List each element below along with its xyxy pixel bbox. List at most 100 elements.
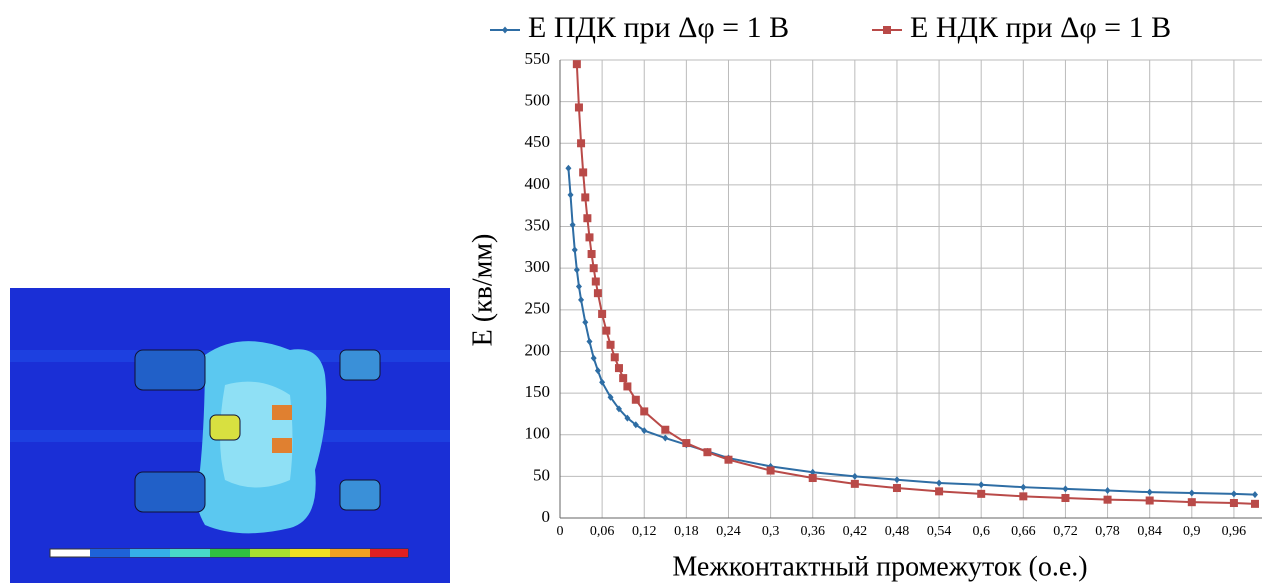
x-tick-label: 0,6	[972, 524, 990, 539]
x-tick-label: 0,42	[843, 524, 868, 539]
data-point	[570, 221, 576, 228]
data-point	[602, 327, 610, 335]
data-point	[1104, 496, 1112, 504]
y-tick-label: 400	[525, 174, 551, 193]
data-point	[1189, 490, 1195, 497]
figure: E (кв/мм) Межконтактный промежуток (о.е.…	[0, 0, 1282, 586]
data-point	[591, 355, 597, 362]
page: {"chart_data": {"type": "line", "xlabel"…	[0, 0, 1282, 586]
legend-marker	[883, 26, 891, 34]
x-tick-label: 0,78	[1095, 524, 1120, 539]
data-point	[615, 364, 623, 372]
data-point	[579, 168, 587, 176]
data-point	[936, 480, 942, 487]
data-point	[598, 310, 606, 318]
data-point	[852, 473, 858, 480]
x-tick-label: 0,72	[1053, 524, 1078, 539]
y-tick-label: 550	[525, 49, 551, 68]
data-point	[640, 407, 648, 415]
data-point	[703, 448, 711, 456]
x-tick-label: 0	[557, 524, 564, 539]
y-tick-label: 150	[525, 382, 551, 401]
x-tick-label: 0,84	[1137, 524, 1162, 539]
y-tick-label: 350	[525, 215, 551, 234]
series-line	[577, 64, 1255, 504]
data-point	[581, 193, 589, 201]
data-point	[724, 456, 732, 464]
data-point	[1019, 492, 1027, 500]
series-line	[568, 168, 1255, 494]
data-point	[1020, 484, 1026, 491]
x-tick-label: 0,36	[800, 524, 825, 539]
data-point	[894, 476, 900, 483]
y-tick-label: 50	[533, 465, 550, 484]
data-point	[568, 191, 574, 198]
x-tick-label: 0,54	[927, 524, 952, 539]
data-point	[590, 264, 598, 272]
y-tick-label: 0	[542, 507, 551, 526]
y-axis-label: E (кв/мм)	[467, 234, 498, 347]
x-tick-label: 0,18	[674, 524, 699, 539]
data-point	[578, 296, 584, 303]
data-point	[632, 396, 640, 404]
y-tick-label: 450	[525, 132, 551, 151]
data-point	[661, 426, 669, 434]
data-point	[585, 233, 593, 241]
data-point	[1146, 497, 1154, 505]
data-point	[1061, 494, 1069, 502]
x-tick-label: 0,9	[1183, 524, 1201, 539]
data-point	[588, 250, 596, 258]
y-tick-label: 500	[525, 91, 551, 110]
x-axis-label: Межконтактный промежуток (о.е.)	[672, 551, 1087, 582]
legend-label: E ПДК при Δφ = 1 В	[528, 11, 789, 44]
x-tick-label: 0,06	[590, 524, 615, 539]
y-tick-label: 100	[525, 424, 551, 443]
data-point	[565, 165, 571, 172]
data-point	[582, 319, 588, 326]
data-point	[575, 103, 583, 111]
legend-label: E НДК при Δφ = 1 В	[910, 11, 1171, 44]
data-point	[611, 353, 619, 361]
data-point	[577, 139, 585, 147]
data-point	[573, 60, 581, 68]
data-point	[978, 481, 984, 488]
simulation-image	[10, 288, 450, 583]
data-point	[619, 374, 627, 382]
x-tick-label: 0,12	[632, 524, 657, 539]
data-point	[851, 480, 859, 488]
data-point	[977, 490, 985, 498]
y-tick-label: 250	[525, 299, 551, 318]
data-point	[662, 435, 668, 442]
y-tick-label: 200	[525, 340, 551, 359]
data-point	[1230, 499, 1238, 507]
data-point	[607, 341, 615, 349]
data-point	[594, 289, 602, 297]
data-point	[572, 246, 578, 253]
x-tick-label: 0,66	[1011, 524, 1036, 539]
data-point	[586, 338, 592, 345]
data-point	[1231, 490, 1237, 497]
data-point	[1252, 491, 1258, 498]
data-point	[574, 266, 580, 273]
data-point	[767, 467, 775, 475]
x-tick-label: 0,24	[716, 524, 741, 539]
data-point	[935, 487, 943, 495]
data-point	[1062, 485, 1068, 492]
data-point	[893, 484, 901, 492]
legend-marker	[502, 27, 508, 34]
data-point	[595, 367, 601, 374]
x-tick-label: 0,3	[762, 524, 780, 539]
data-point	[576, 283, 582, 290]
data-point	[809, 474, 817, 482]
y-tick-label: 300	[525, 257, 551, 276]
data-point	[682, 439, 690, 447]
data-point	[623, 382, 631, 390]
x-tick-label: 0,96	[1222, 524, 1247, 539]
x-tick-label: 0,48	[885, 524, 910, 539]
data-point	[1105, 487, 1111, 494]
data-point	[1251, 500, 1259, 508]
data-point	[583, 214, 591, 222]
data-point	[1147, 489, 1153, 496]
data-point	[1188, 498, 1196, 506]
data-point	[592, 278, 600, 286]
